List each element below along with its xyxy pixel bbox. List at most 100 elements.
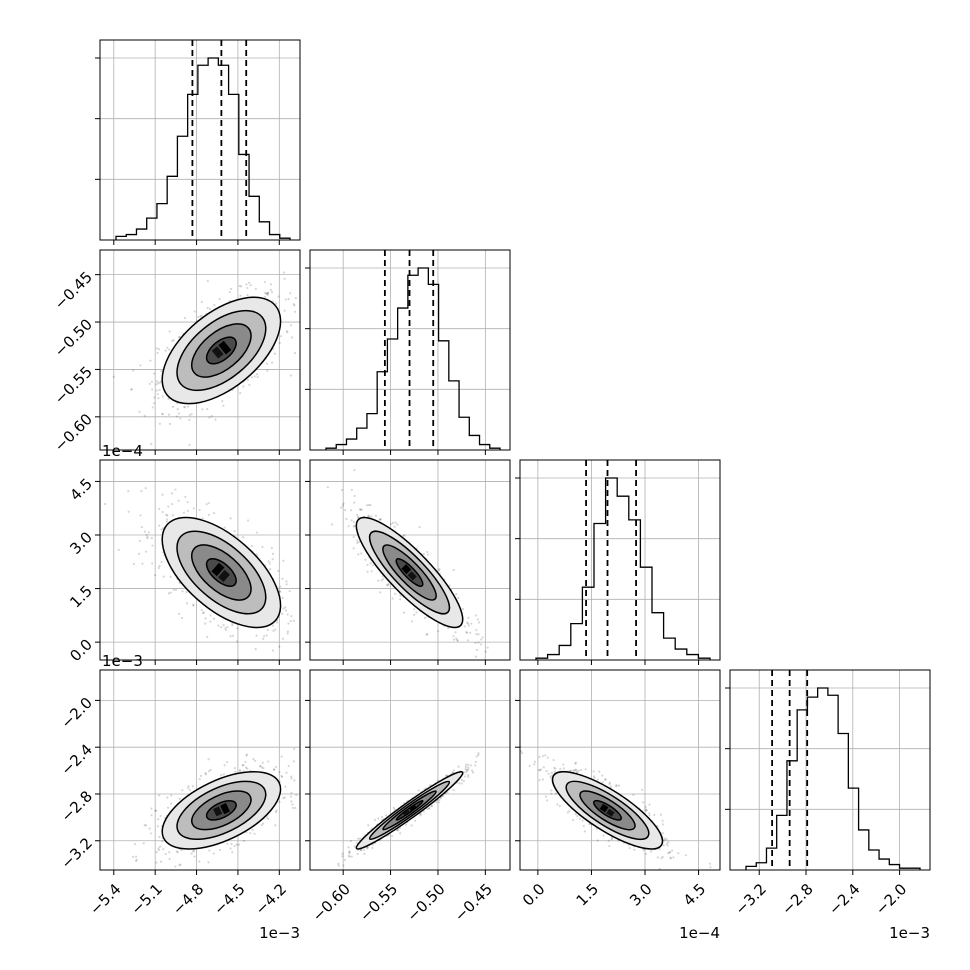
density-level (396, 800, 423, 821)
scatter-point (286, 331, 289, 334)
scatter-point (282, 559, 285, 562)
scatter-point (238, 769, 241, 772)
grid (520, 460, 720, 660)
scatter-point (356, 513, 359, 516)
scatter-point (181, 789, 184, 792)
contour-line-1 (191, 790, 252, 831)
scatter-point (348, 850, 351, 854)
scatter-point (269, 283, 272, 286)
scatter-point (481, 636, 484, 639)
scatter-point (460, 782, 463, 785)
scatter-point (154, 809, 158, 813)
scatter-point (262, 767, 265, 770)
scatter-point (278, 590, 282, 593)
scatter-point (155, 383, 158, 386)
scatter-point (224, 628, 227, 632)
scatter-point (452, 635, 455, 638)
scatter-point (259, 764, 262, 767)
scatter-point (177, 499, 180, 502)
scatter-point (399, 594, 402, 597)
scatter-point (387, 584, 390, 587)
scatter-point (445, 774, 449, 777)
scatter-point (223, 526, 226, 529)
scatter-point (475, 628, 478, 632)
scatter-point (457, 596, 460, 599)
scatter-point (182, 511, 185, 514)
scatter-point (230, 843, 233, 846)
scatter-point (285, 771, 288, 774)
scatter-point (254, 647, 257, 651)
scatter-point (161, 840, 164, 843)
scatter-point (290, 336, 294, 339)
contour-line-0 (205, 799, 237, 821)
scatter-point (419, 814, 422, 817)
density-peak (409, 805, 417, 811)
scatter-point (439, 796, 443, 800)
scatter-point (183, 316, 187, 320)
contour-line-0 (205, 336, 237, 365)
scatter-point (464, 771, 467, 774)
scatter-point (466, 773, 470, 777)
scatter-point (151, 544, 154, 547)
scatter-point (160, 370, 163, 373)
scatter-point (469, 631, 472, 634)
scatter-point (289, 619, 292, 623)
scatter-point (272, 768, 276, 771)
scatter-point (198, 508, 201, 512)
scatter-point (235, 843, 238, 846)
scatter-point (326, 486, 329, 489)
scatter-point (601, 774, 604, 777)
scatter-point (130, 388, 133, 391)
scatter-point (263, 280, 266, 284)
scatter-point (467, 766, 470, 769)
scatter-point (140, 526, 143, 529)
scatter-point (520, 750, 523, 753)
scatter-point (353, 845, 356, 848)
scatter-point (353, 524, 356, 528)
scatter-point (413, 613, 416, 616)
scatter-point (158, 845, 162, 848)
scatter-point (267, 560, 270, 563)
scatter-point (644, 805, 647, 809)
panel-frame (99, 669, 301, 871)
scatter-point (437, 630, 440, 633)
scatter-point (205, 503, 208, 506)
scatter-point (684, 854, 688, 857)
scatter-point (157, 382, 160, 385)
scatter-point (198, 860, 201, 863)
scatter-point (377, 817, 380, 820)
scatter-point (155, 347, 158, 350)
scatter-point (460, 778, 464, 782)
contour-line-3 (355, 516, 464, 629)
scatter-point (467, 624, 470, 627)
scatter-point (158, 835, 161, 838)
scatter-point (138, 410, 141, 413)
scatter-point (266, 293, 269, 296)
scatter-point (193, 310, 196, 313)
scatter-point (180, 616, 184, 620)
scatter-point (154, 574, 157, 577)
scatter-point (155, 851, 158, 854)
scatter-point (221, 400, 224, 403)
scatter-point (207, 513, 210, 516)
scatter-point (457, 765, 460, 768)
scatter-point (366, 846, 369, 849)
scatter-point (268, 562, 271, 565)
histogram-panel-1 (305, 249, 511, 455)
scatter-point (213, 303, 216, 307)
scatter-point (206, 635, 209, 638)
scatter-point (275, 621, 279, 624)
panel-frame (309, 249, 511, 451)
scatter-point (208, 307, 212, 311)
scatter-point (435, 801, 438, 804)
scatter-point (172, 339, 175, 342)
scatter-point (239, 770, 242, 773)
contour-line-2 (176, 309, 267, 392)
scatter-point (347, 854, 350, 857)
scatter-point (144, 486, 147, 490)
scatter-point (411, 620, 414, 623)
histogram-panel-2 (515, 459, 721, 665)
density-level (206, 558, 237, 587)
scatter-point (467, 768, 470, 771)
scatter-point (364, 558, 367, 561)
